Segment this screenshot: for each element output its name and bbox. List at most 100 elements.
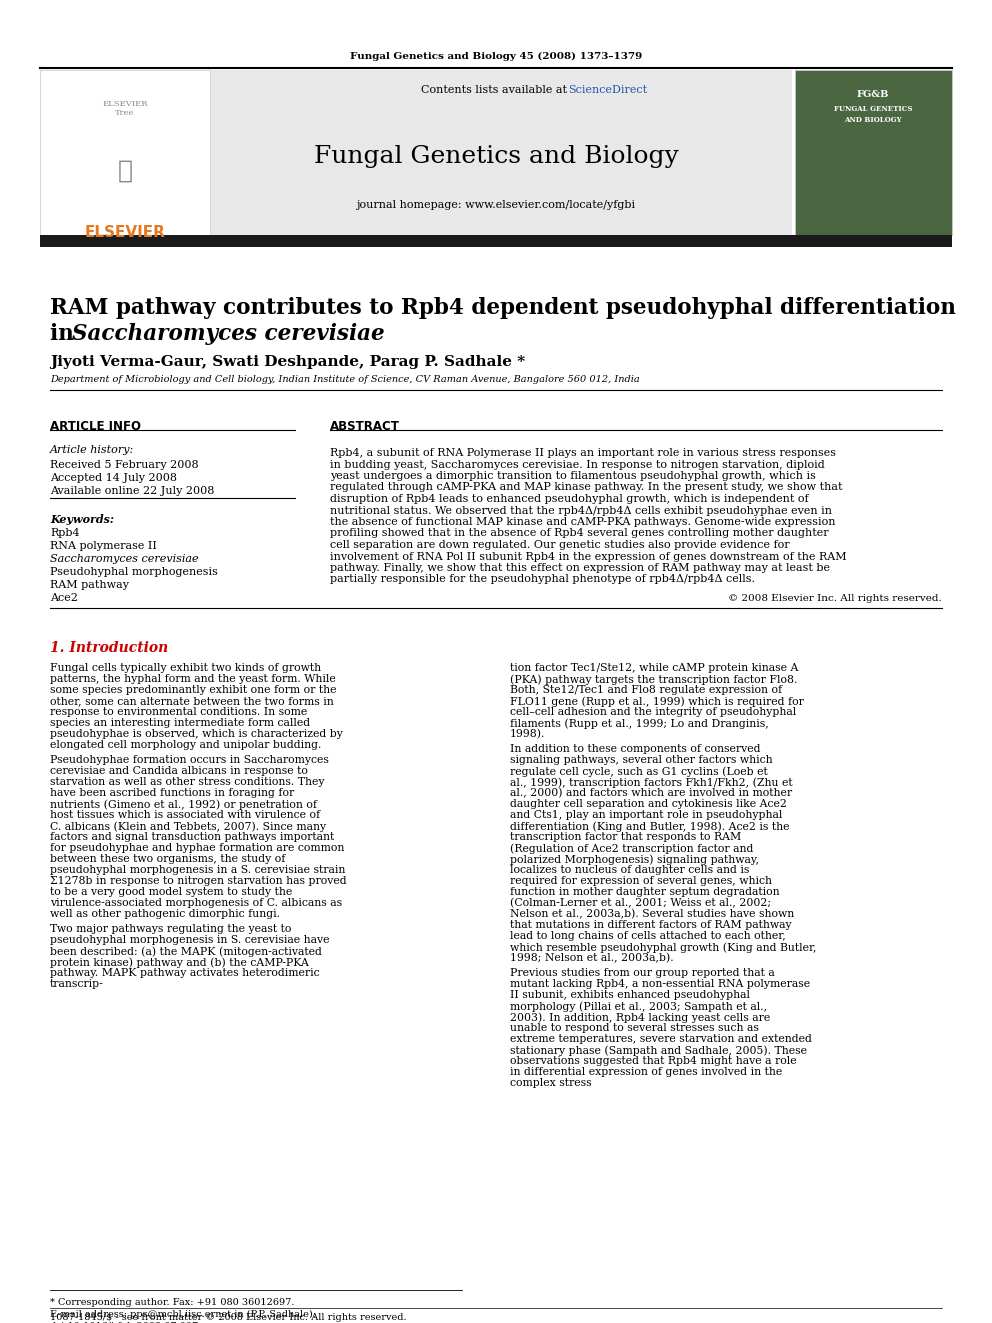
Text: ELSEVIER: ELSEVIER <box>84 225 166 239</box>
Text: which resemble pseudohyphal growth (King and Butler,: which resemble pseudohyphal growth (King… <box>510 942 816 953</box>
Text: Two major pathways regulating the yeast to: Two major pathways regulating the yeast … <box>50 923 292 934</box>
Text: (PKA) pathway targets the transcription factor Flo8.: (PKA) pathway targets the transcription … <box>510 673 798 684</box>
Text: elongated cell morphology and unipolar budding.: elongated cell morphology and unipolar b… <box>50 740 321 750</box>
Text: factors and signal transduction pathways important: factors and signal transduction pathways… <box>50 832 334 841</box>
Text: tion factor Tec1/Ste12, while cAMP protein kinase A: tion factor Tec1/Ste12, while cAMP prote… <box>510 663 799 673</box>
Text: host tissues which is associated with virulence of: host tissues which is associated with vi… <box>50 810 320 820</box>
Text: some species predominantly exhibit one form or the: some species predominantly exhibit one f… <box>50 685 336 695</box>
Text: journal homepage: www.elsevier.com/locate/yfgbi: journal homepage: www.elsevier.com/locat… <box>356 200 636 210</box>
Text: Both, Ste12/Tec1 and Flo8 regulate expression of: Both, Ste12/Tec1 and Flo8 regulate expre… <box>510 685 782 695</box>
Text: Contents lists available at: Contents lists available at <box>422 85 570 95</box>
Text: pseudohyphae is observed, which is characterized by: pseudohyphae is observed, which is chara… <box>50 729 343 740</box>
Text: function in mother daughter septum degradation: function in mother daughter septum degra… <box>510 886 780 897</box>
Text: in differential expression of genes involved in the: in differential expression of genes invo… <box>510 1068 783 1077</box>
Text: been described: (a) the MAPK (mitogen-activated: been described: (a) the MAPK (mitogen-ac… <box>50 946 321 957</box>
Text: required for expression of several genes, which: required for expression of several genes… <box>510 876 772 886</box>
Text: extreme temperatures, severe starvation and extended: extreme temperatures, severe starvation … <box>510 1035 811 1044</box>
Text: that mutations in different factors of RAM pathway: that mutations in different factors of R… <box>510 919 792 930</box>
Text: Σ1278b in response to nitrogen starvation has proved: Σ1278b in response to nitrogen starvatio… <box>50 876 346 886</box>
Text: response to environmental conditions. In some: response to environmental conditions. In… <box>50 706 308 717</box>
Text: FG&B: FG&B <box>857 90 889 99</box>
Text: (Colman-Lerner et al., 2001; Weiss et al., 2002;: (Colman-Lerner et al., 2001; Weiss et al… <box>510 898 771 909</box>
Text: RAM pathway contributes to Rpb4 dependent pseudohyphal differentiation: RAM pathway contributes to Rpb4 dependen… <box>50 296 956 319</box>
Text: well as other pathogenic dimorphic fungi.: well as other pathogenic dimorphic fungi… <box>50 909 280 919</box>
Text: E-mail address: pps@mcbl.iisc.ernet.in (P.P. Sadhale).: E-mail address: pps@mcbl.iisc.ernet.in (… <box>50 1310 315 1319</box>
Text: In addition to these components of conserved: In addition to these components of conse… <box>510 744 761 754</box>
Text: cell–cell adhesion and the integrity of pseudohyphal: cell–cell adhesion and the integrity of … <box>510 706 797 717</box>
Text: localizes to nucleus of daughter cells and is: localizes to nucleus of daughter cells a… <box>510 865 749 875</box>
Text: Ace2: Ace2 <box>50 593 78 603</box>
Text: ScienceDirect: ScienceDirect <box>568 85 647 95</box>
Text: lead to long chains of cells attached to each other,: lead to long chains of cells attached to… <box>510 931 786 941</box>
Text: pseudohyphal morphogenesis in a S. cerevisiae strain: pseudohyphal morphogenesis in a S. cerev… <box>50 865 345 875</box>
Text: Nelson et al., 2003a,b). Several studies have shown: Nelson et al., 2003a,b). Several studies… <box>510 909 795 919</box>
Text: II subunit, exhibits enhanced pseudohyphal: II subunit, exhibits enhanced pseudohyph… <box>510 990 750 1000</box>
Text: signaling pathways, several other factors which: signaling pathways, several other factor… <box>510 755 773 765</box>
Text: involvement of RNA Pol II subunit Rpb4 in the expression of genes downstream of : involvement of RNA Pol II subunit Rpb4 i… <box>330 552 846 561</box>
Text: 🌳: 🌳 <box>117 160 133 183</box>
Text: stationary phase (Sampath and Sadhale, 2005). These: stationary phase (Sampath and Sadhale, 2… <box>510 1045 807 1056</box>
Text: complex stress: complex stress <box>510 1078 591 1088</box>
Text: 2003). In addition, Rpb4 lacking yeast cells are: 2003). In addition, Rpb4 lacking yeast c… <box>510 1012 770 1023</box>
Text: Saccharomyces cerevisiae: Saccharomyces cerevisiae <box>50 554 198 564</box>
Text: pathway. MAPK pathway activates heterodimeric: pathway. MAPK pathway activates heterodi… <box>50 968 319 978</box>
Text: Previous studies from our group reported that a: Previous studies from our group reported… <box>510 968 775 978</box>
FancyBboxPatch shape <box>40 70 210 235</box>
Text: Keywords:: Keywords: <box>50 515 114 525</box>
Text: pseudohyphal morphogenesis in S. cerevisiae have: pseudohyphal morphogenesis in S. cerevis… <box>50 935 329 945</box>
Text: 1998).: 1998). <box>510 729 546 740</box>
Text: FLO11 gene (Rupp et al., 1999) which is required for: FLO11 gene (Rupp et al., 1999) which is … <box>510 696 804 706</box>
Text: other, some can alternate between the two forms in: other, some can alternate between the tw… <box>50 696 333 706</box>
Text: species an interesting intermediate form called: species an interesting intermediate form… <box>50 718 310 728</box>
Text: nutrients (Gimeno et al., 1992) or penetration of: nutrients (Gimeno et al., 1992) or penet… <box>50 799 317 810</box>
Text: Rpb4: Rpb4 <box>50 528 79 538</box>
Text: differentiation (King and Butler, 1998). Ace2 is the: differentiation (King and Butler, 1998).… <box>510 822 790 832</box>
Text: yeast undergoes a dimorphic transition to filamentous pseudohyphal growth, which: yeast undergoes a dimorphic transition t… <box>330 471 815 482</box>
Text: AND BIOLOGY: AND BIOLOGY <box>844 116 902 124</box>
Text: ABSTRACT: ABSTRACT <box>330 419 400 433</box>
Text: mutant lacking Rpb4, a non-essential RNA polymerase: mutant lacking Rpb4, a non-essential RNA… <box>510 979 810 990</box>
Text: FUNGAL GENETICS: FUNGAL GENETICS <box>833 105 913 112</box>
Text: RAM pathway: RAM pathway <box>50 579 129 590</box>
Text: transcription factor that responds to RAM: transcription factor that responds to RA… <box>510 832 741 841</box>
Text: regulate cell cycle, such as G1 cyclins (Loeb et: regulate cell cycle, such as G1 cyclins … <box>510 766 768 777</box>
Text: Saccharomyces cerevisiae: Saccharomyces cerevisiae <box>72 323 385 345</box>
Text: al., 2000) and factors which are involved in mother: al., 2000) and factors which are involve… <box>510 789 793 798</box>
Text: Department of Microbiology and Cell biology, Indian Institute of Science, CV Ram: Department of Microbiology and Cell biol… <box>50 374 640 384</box>
Text: polarized Morphogenesis) signaling pathway,: polarized Morphogenesis) signaling pathw… <box>510 855 759 864</box>
Text: Jiyoti Verma-Gaur, Swati Deshpande, Parag P. Sadhale *: Jiyoti Verma-Gaur, Swati Deshpande, Para… <box>50 355 525 369</box>
Text: cell separation are down regulated. Our genetic studies also provide evidence fo: cell separation are down regulated. Our … <box>330 540 790 550</box>
Text: © 2008 Elsevier Inc. All rights reserved.: © 2008 Elsevier Inc. All rights reserved… <box>728 594 942 603</box>
Text: virulence-associated morphogenesis of C. albicans as: virulence-associated morphogenesis of C.… <box>50 898 342 908</box>
Text: for pseudohyphae and hyphae formation are common: for pseudohyphae and hyphae formation ar… <box>50 843 344 853</box>
Text: Accepted 14 July 2008: Accepted 14 July 2008 <box>50 474 177 483</box>
Text: Fungal Genetics and Biology 45 (2008) 1373–1379: Fungal Genetics and Biology 45 (2008) 13… <box>350 52 642 61</box>
Text: al., 1999), transcription factors Fkh1/Fkh2, (Zhu et: al., 1999), transcription factors Fkh1/F… <box>510 777 793 787</box>
FancyBboxPatch shape <box>40 70 792 235</box>
Text: C. albicans (Klein and Tebbets, 2007). Since many: C. albicans (Klein and Tebbets, 2007). S… <box>50 822 326 832</box>
Text: morphology (Pillai et al., 2003; Sampath et al.,: morphology (Pillai et al., 2003; Sampath… <box>510 1002 767 1012</box>
Text: between these two organisms, the study of: between these two organisms, the study o… <box>50 855 286 864</box>
Text: 1. Introduction: 1. Introduction <box>50 642 169 655</box>
Text: nutritional status. We observed that the rpb4Δ/rpb4Δ cells exhibit pseudohyphae : nutritional status. We observed that the… <box>330 505 832 516</box>
Text: the absence of functional MAP kinase and cAMP-PKA pathways. Genome-wide expressi: the absence of functional MAP kinase and… <box>330 517 835 527</box>
Text: Article history:: Article history: <box>50 445 134 455</box>
Text: unable to respond to several stresses such as: unable to respond to several stresses su… <box>510 1023 759 1033</box>
Text: Fungal Genetics and Biology: Fungal Genetics and Biology <box>313 146 679 168</box>
Text: have been ascribed functions in foraging for: have been ascribed functions in foraging… <box>50 789 295 798</box>
Text: RNA polymerase II: RNA polymerase II <box>50 541 157 550</box>
Text: regulated through cAMP-PKA and MAP kinase pathway. In the present study, we show: regulated through cAMP-PKA and MAP kinas… <box>330 483 842 492</box>
Text: * Corresponding author. Fax: +91 080 36012697.: * Corresponding author. Fax: +91 080 360… <box>50 1298 295 1307</box>
Text: 1998; Nelson et al., 2003a,b).: 1998; Nelson et al., 2003a,b). <box>510 953 674 963</box>
Text: pathway. Finally, we show that this effect on expression of RAM pathway may at l: pathway. Finally, we show that this effe… <box>330 564 830 573</box>
Text: ELSEVIER
Tree: ELSEVIER Tree <box>102 101 148 118</box>
Text: disruption of Rpb4 leads to enhanced pseudohyphal growth, which is independent o: disruption of Rpb4 leads to enhanced pse… <box>330 493 808 504</box>
Text: Fungal cells typically exhibit two kinds of growth: Fungal cells typically exhibit two kinds… <box>50 663 321 673</box>
Text: (Regulation of Ace2 transcription factor and: (Regulation of Ace2 transcription factor… <box>510 843 753 853</box>
Text: Rpb4, a subunit of RNA Polymerase II plays an important role in various stress r: Rpb4, a subunit of RNA Polymerase II pla… <box>330 448 836 458</box>
Text: cerevisiae and Candida albicans in response to: cerevisiae and Candida albicans in respo… <box>50 766 308 777</box>
Text: profiling showed that in the absence of Rpb4 several genes controlling mother da: profiling showed that in the absence of … <box>330 528 828 538</box>
Text: daughter cell separation and cytokinesis like Ace2: daughter cell separation and cytokinesis… <box>510 799 787 808</box>
Text: observations suggested that Rpb4 might have a role: observations suggested that Rpb4 might h… <box>510 1056 797 1066</box>
Text: filaments (Rupp et al., 1999; Lo and Dranginis,: filaments (Rupp et al., 1999; Lo and Dra… <box>510 718 769 729</box>
